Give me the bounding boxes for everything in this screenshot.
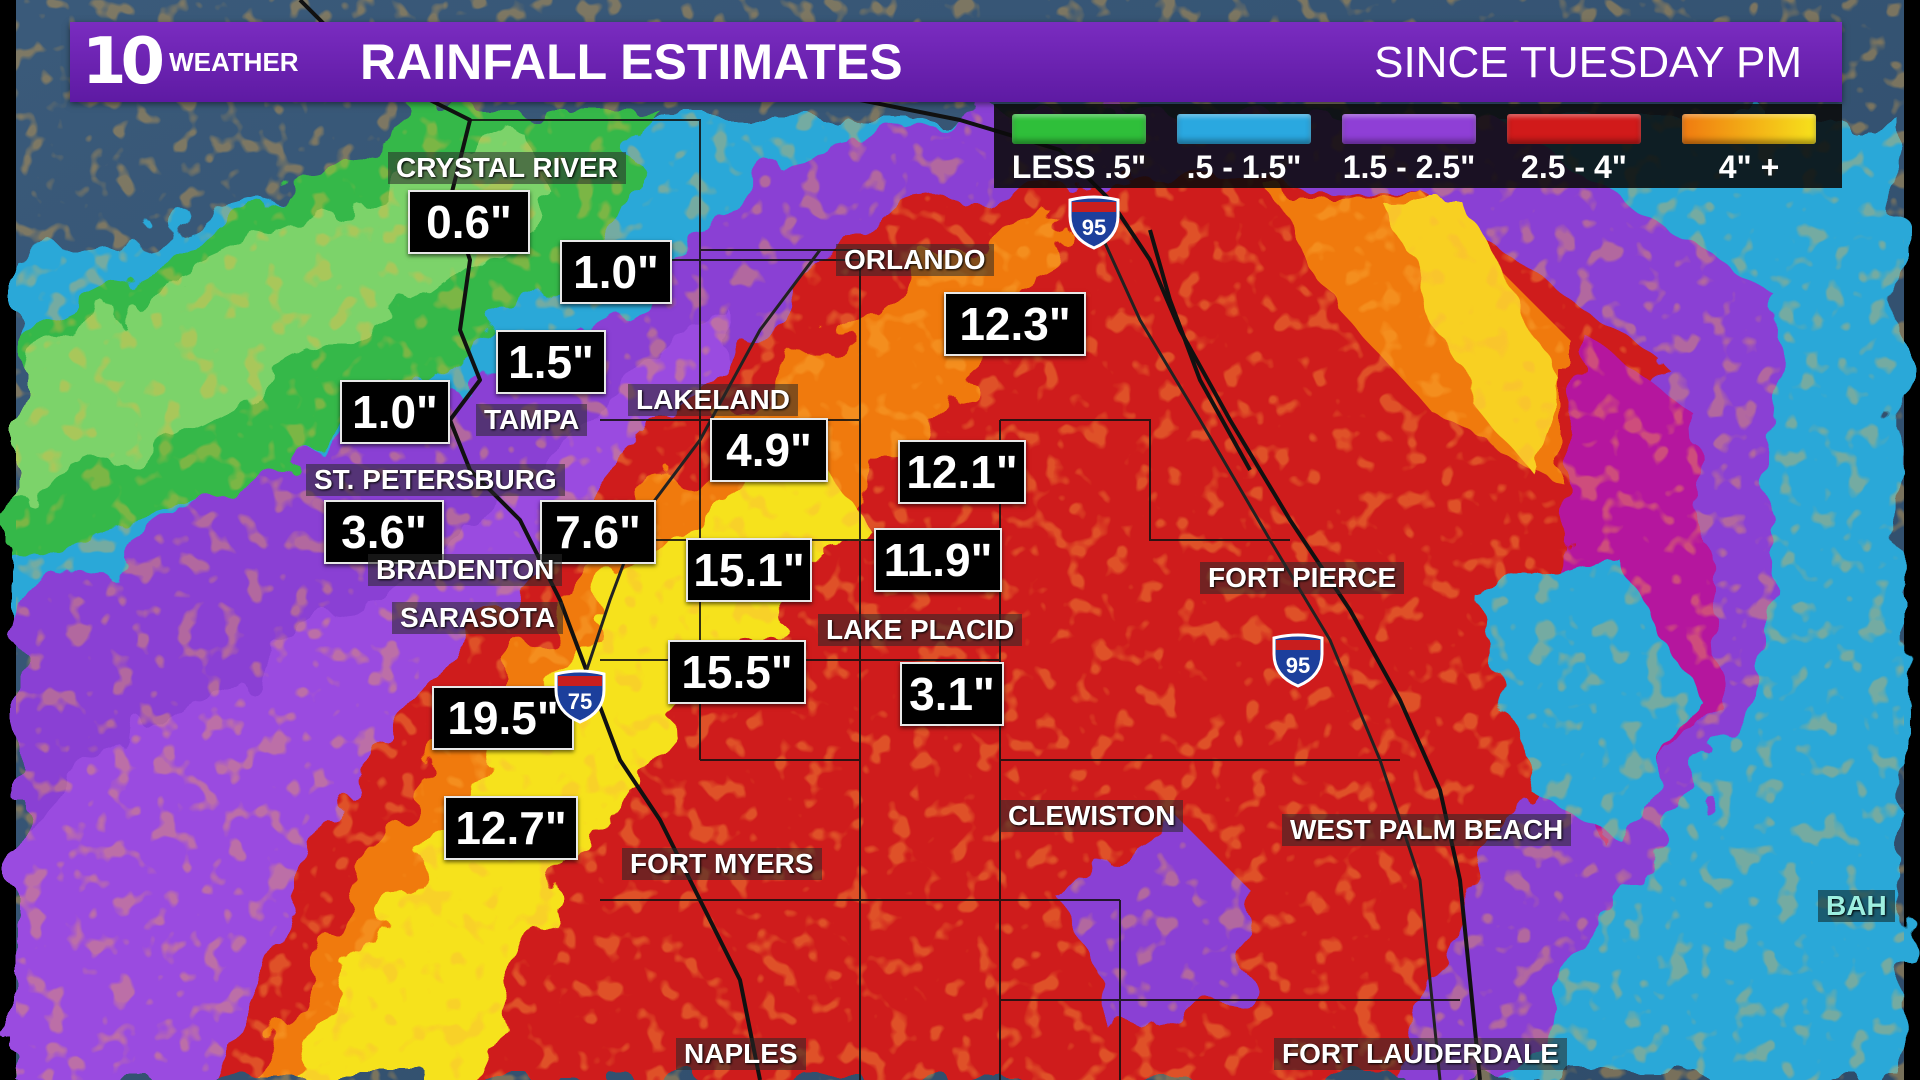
- title-banner: 10 WEATHER RAINFALL ESTIMATES SINCE TUES…: [70, 22, 1842, 102]
- legend-label: 1.5 - 2.5": [1342, 149, 1476, 185]
- city-label: NAPLES: [676, 1038, 806, 1070]
- rainfall-value: 0.6": [408, 190, 530, 254]
- rainfall-value: 4.9": [710, 418, 828, 482]
- rainfall-value: 3.6": [324, 500, 444, 564]
- city-label: TAMPA: [476, 404, 588, 436]
- city-label: SARASOTA: [392, 602, 564, 634]
- legend-item: LESS .5": [1004, 114, 1154, 184]
- rainfall-value: 1.0": [340, 380, 450, 444]
- city-label: ST. PETERSBURG: [306, 464, 565, 496]
- rainfall-legend: LESS .5" .5 - 1.5" 1.5 - 2.5" 2.5 - 4" 4…: [994, 104, 1842, 188]
- legend-swatch: [1012, 114, 1146, 144]
- legend-item: 4" +: [1674, 114, 1824, 184]
- city-label: CLEWISTON: [1000, 800, 1184, 832]
- interstate-shield-icon: [554, 669, 606, 724]
- city-label: LAKE PLACID: [818, 614, 1023, 646]
- city-label: FORT LAUDERDALE: [1274, 1038, 1567, 1070]
- city-label: ORLANDO: [836, 244, 994, 276]
- logo-number: 10: [82, 25, 165, 99]
- rainfall-value: 15.1": [686, 538, 812, 602]
- interstate-number: 95: [1285, 653, 1311, 678]
- rainfall-value: 12.7": [444, 796, 578, 860]
- logo-word: WEATHER: [169, 46, 299, 77]
- rainfall-value: 12.3": [944, 292, 1086, 356]
- city-label: BAH: [1818, 890, 1895, 922]
- city-label: FORT MYERS: [622, 848, 822, 880]
- legend-item: 1.5 - 2.5": [1334, 114, 1484, 184]
- legend-swatch: [1177, 114, 1311, 144]
- legend-swatch: [1507, 114, 1641, 144]
- rainfall-value: 7.6": [540, 500, 656, 564]
- interstate-shield-icon: 95: [1270, 632, 1326, 688]
- city-label: LAKELAND: [628, 384, 798, 416]
- legend-label: 2.5 - 4": [1521, 149, 1627, 185]
- time-range: SINCE TUESDAY PM: [1374, 38, 1802, 87]
- interstate-shield-icon: 95: [1066, 194, 1122, 250]
- rainfall-value: 12.1": [898, 440, 1026, 504]
- page-title: RAINFALL ESTIMATES: [360, 34, 903, 90]
- rainfall-value: 1.0": [560, 240, 672, 304]
- legend-swatch: [1682, 114, 1816, 144]
- rainfall-value: 15.5": [668, 640, 806, 704]
- interstate-shield-icon: [1272, 633, 1324, 688]
- station-logo: 10 WEATHER: [82, 28, 299, 96]
- interstate-number: 75: [567, 689, 593, 714]
- interstate-shield-icon: 75: [552, 668, 608, 724]
- legend-item: 2.5 - 4": [1499, 114, 1649, 184]
- interstate-shield-icon: [1068, 195, 1120, 250]
- interstate-number: 95: [1081, 215, 1107, 240]
- rainfall-value: 3.1": [900, 662, 1004, 726]
- legend-label: 4" +: [1718, 149, 1780, 185]
- legend-item: .5 - 1.5": [1169, 114, 1319, 184]
- city-label: BRADENTON: [368, 554, 563, 586]
- legend-swatch: [1342, 114, 1476, 144]
- legend-label: LESS .5": [1011, 149, 1147, 185]
- rainfall-value: 1.5": [496, 330, 606, 394]
- city-label: FORT PIERCE: [1200, 562, 1405, 594]
- rainfall-value: 11.9": [874, 528, 1002, 592]
- legend-label: .5 - 1.5": [1186, 149, 1302, 185]
- city-label: WEST PALM BEACH: [1282, 814, 1572, 846]
- city-label: CRYSTAL RIVER: [388, 152, 626, 184]
